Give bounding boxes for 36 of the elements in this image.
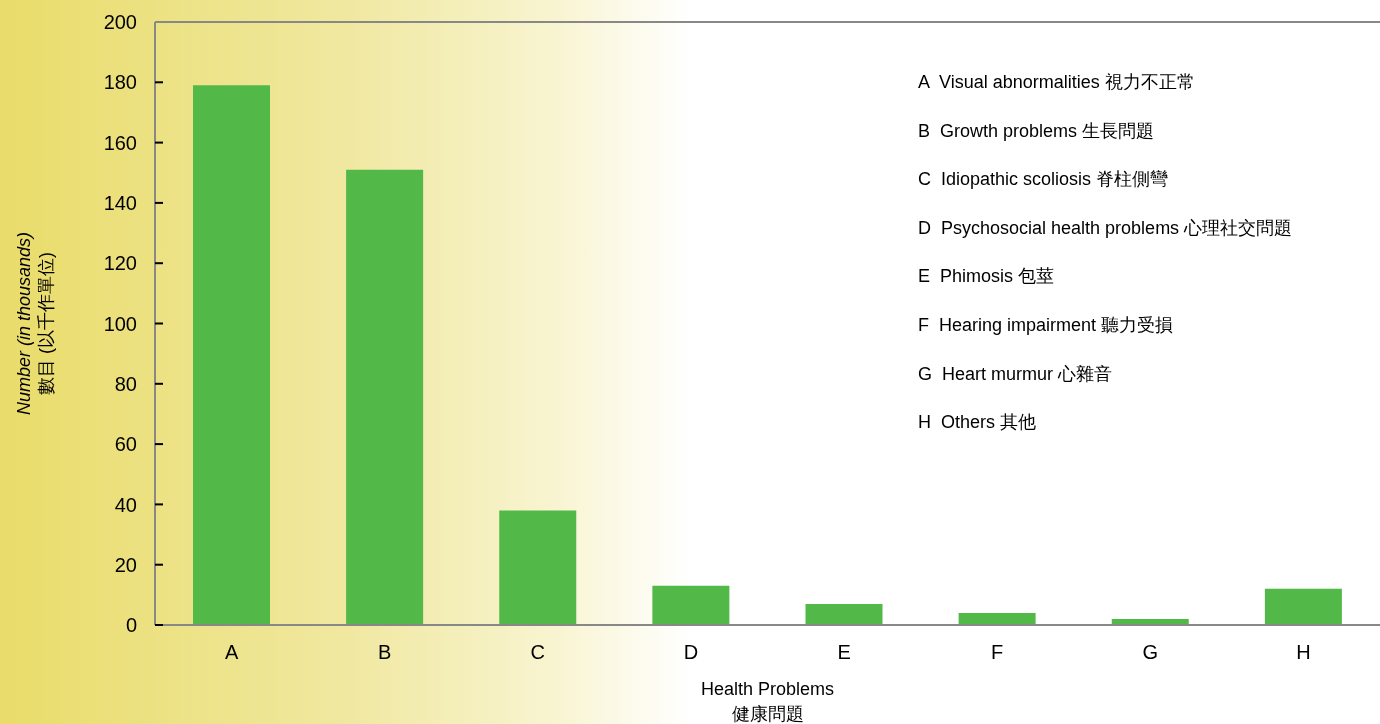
x-tick-label: C — [530, 641, 546, 664]
y-tick-label: 140 — [103, 192, 137, 214]
x-tick-label: A — [224, 641, 239, 664]
annotation: D Psychosocial health problems 心理社交問題 — [918, 216, 1293, 240]
x-tick-label: E — [837, 641, 851, 664]
bar — [499, 510, 577, 625]
annotation: A Visual abnormalities 視力不正常 — [918, 71, 1196, 94]
x-tick-label: B — [378, 641, 392, 664]
bar — [346, 169, 424, 625]
x-tick-label: H — [1296, 641, 1311, 664]
x-tick-label: D — [683, 641, 699, 664]
annotation: H Others 其他 — [918, 411, 1038, 435]
y-tick-label: 180 — [103, 71, 137, 94]
annotation: B Growth problems 生長問題 — [918, 119, 1156, 143]
annotation: C Idiopathic scoliosis 脊柱側彎 — [918, 168, 1170, 192]
y-tick-label: 120 — [103, 252, 137, 275]
y-axis-title: Number (in thousands) 數目 (以千作單位) — [14, 231, 56, 416]
bar — [652, 585, 730, 625]
y-tick-label: 100 — [103, 312, 137, 335]
y-tick-label: 40 — [114, 493, 137, 516]
annotation: G Heart murmur 心雜音 — [918, 362, 1114, 386]
y-tick-label: 20 — [114, 553, 137, 576]
y-tick-label: 200 — [103, 11, 137, 34]
bar — [193, 85, 270, 625]
y-tick-label: 80 — [114, 372, 137, 395]
x-tick-label: F — [991, 641, 1004, 664]
x-axis-title: Health Problems 健康問題 — [700, 679, 835, 724]
bar — [805, 603, 883, 625]
annotation: E Phimosis 包莖 — [918, 265, 1056, 289]
bar — [1264, 588, 1342, 625]
y-tick-label: 60 — [114, 433, 137, 456]
y-tick-label: 0 — [125, 614, 137, 637]
bar — [958, 612, 1036, 625]
y-tick-label: 160 — [103, 131, 137, 154]
annotation: F Hearing impairment 聽力受損 — [918, 313, 1175, 337]
x-tick-label: G — [1142, 641, 1159, 664]
